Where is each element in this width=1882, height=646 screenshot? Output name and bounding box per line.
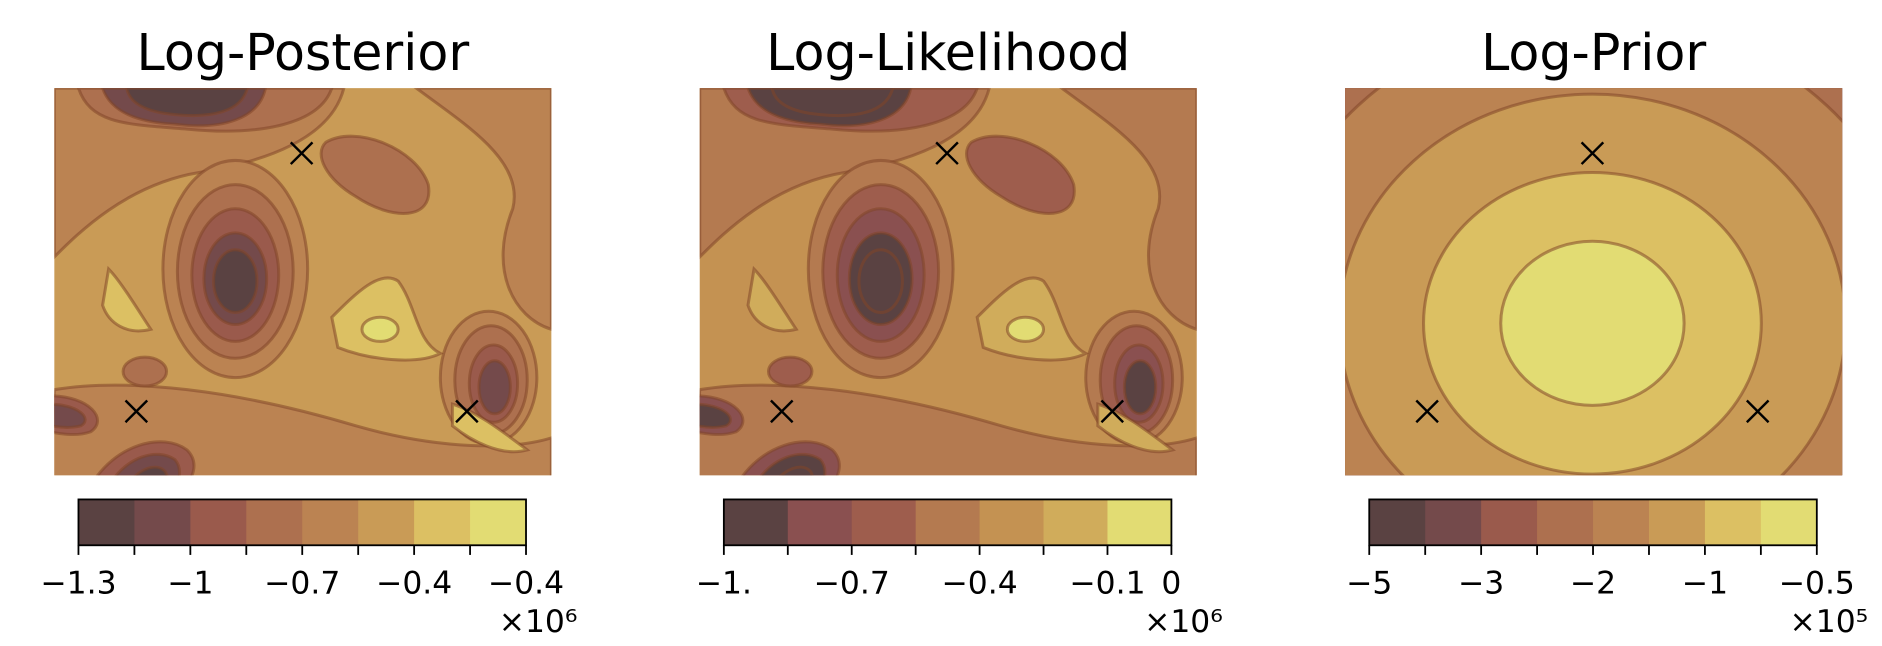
cross-marker xyxy=(289,141,314,165)
colorbar-segment xyxy=(414,499,471,546)
contour-region xyxy=(746,265,799,333)
contour-region xyxy=(857,248,904,314)
cross-stroke xyxy=(1415,399,1439,424)
colorbar-tick-label: −0.7 xyxy=(814,566,890,602)
cross-stroke xyxy=(124,399,149,424)
contour-region xyxy=(1005,315,1046,343)
colorbar-segment xyxy=(979,499,1045,546)
colorbar-segment xyxy=(915,499,981,546)
colorbar-segment xyxy=(1593,499,1650,546)
colorbar-segment xyxy=(1537,499,1594,546)
contour-region xyxy=(779,465,814,476)
colorbar-tick-label: −1 xyxy=(1682,566,1728,602)
cross-marker xyxy=(1415,399,1439,424)
colorbar-offset-label: ×10⁶ xyxy=(499,604,578,640)
colorbar-segment xyxy=(1369,499,1426,546)
colorbar-segment xyxy=(787,499,853,546)
cross-stroke xyxy=(455,399,479,424)
colorbar-tick-label: −1 xyxy=(167,566,213,602)
contour-region xyxy=(212,248,259,314)
contour-region xyxy=(360,315,400,343)
cross-marker xyxy=(124,399,149,424)
contour-region xyxy=(101,265,154,333)
contour-field xyxy=(54,88,552,476)
colorbar-offset-label: ×10⁵ xyxy=(1789,604,1868,640)
cross-stroke xyxy=(289,141,314,165)
contour-region xyxy=(54,88,346,260)
cross-marker xyxy=(935,141,959,165)
cross-stroke xyxy=(770,399,794,424)
colorbar-segment xyxy=(1648,499,1706,546)
cross-stroke xyxy=(1580,141,1605,165)
colorbar-segment xyxy=(470,499,527,546)
colorbar-frame xyxy=(722,498,1173,547)
panel-title: Log-Posterior xyxy=(137,23,470,82)
colorbar-tick-label: −0.1 xyxy=(1069,566,1145,602)
colorbar-segment xyxy=(1760,499,1818,546)
colorbar-segment xyxy=(78,499,136,546)
colorbar-tick-label: −1.3 xyxy=(40,566,116,602)
colorbar-tick-label: −0.4 xyxy=(376,566,452,602)
colorbar-segment xyxy=(851,499,917,546)
contour-region xyxy=(121,355,169,388)
contour-region xyxy=(1059,88,1197,331)
colorbar-segment xyxy=(1704,499,1762,546)
cross-marker xyxy=(1100,399,1125,424)
cross-marker xyxy=(770,399,794,424)
cross-marker xyxy=(455,399,479,424)
contour-field xyxy=(699,88,1197,476)
colorbar-segment xyxy=(1425,499,1482,546)
colorbar-tick-label: −1. xyxy=(696,566,752,602)
cross-stroke xyxy=(1745,399,1770,424)
colorbar-tick-label: −5 xyxy=(1346,566,1392,602)
colorbar-segment xyxy=(723,499,789,546)
contour-region xyxy=(54,402,87,429)
colorbar-segment xyxy=(1107,499,1173,546)
panel-title: Log-Prior xyxy=(1481,23,1706,82)
colorbar-tick-label: −2 xyxy=(1570,566,1616,602)
colorbar-segment xyxy=(358,499,415,546)
contour-region xyxy=(413,88,552,331)
colorbar-tick-label: −0.5 xyxy=(1779,566,1855,602)
contour-region xyxy=(770,88,895,118)
colorbar-tick-label: −0.4 xyxy=(488,566,564,602)
contour-region xyxy=(766,355,814,388)
cross-marker xyxy=(1580,141,1605,165)
colorbar-offset-label: ×10⁶ xyxy=(1144,604,1223,640)
contour-region xyxy=(965,134,1076,215)
colorbar-segment xyxy=(246,499,303,546)
colorbar-segment xyxy=(190,499,247,546)
colorbar-segment xyxy=(1481,499,1538,546)
colorbar-tick-label: 0 xyxy=(1161,566,1181,602)
cross-marker xyxy=(1745,399,1770,424)
cross-stroke xyxy=(1100,399,1125,424)
contour-region xyxy=(125,88,249,118)
panel-title: Log-Likelihood xyxy=(766,23,1130,82)
colorbar-segment xyxy=(302,499,359,546)
colorbar-tick-label: −3 xyxy=(1458,566,1504,602)
contour-region xyxy=(1499,239,1686,407)
colorbar-tick-label: −0.4 xyxy=(942,566,1018,602)
contour-region xyxy=(134,465,169,476)
cross-stroke xyxy=(935,141,959,165)
colorbar-segment xyxy=(134,499,191,546)
colorbar-segment xyxy=(1043,499,1109,546)
colorbar-tick-label: −0.7 xyxy=(264,566,340,602)
contour-region xyxy=(699,402,732,429)
contour-region xyxy=(319,134,431,215)
contour-region xyxy=(699,88,991,260)
contour-region xyxy=(477,359,512,416)
contour-region xyxy=(1122,359,1158,416)
